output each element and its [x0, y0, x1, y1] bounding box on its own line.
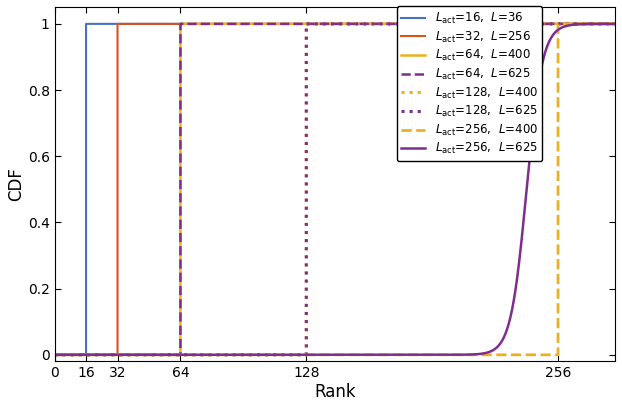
- $L_{\mathrm{act}}$=16,  $L$=36: [51, 353, 58, 357]
- $L_{\mathrm{act}}$=128,  $L$=400: [611, 22, 619, 27]
- $L_{\mathrm{act}}$=128,  $L$=625: [51, 353, 58, 357]
- $L_{\mathrm{act}}$=256,  $L$=625: [355, 353, 363, 357]
- $L_{\mathrm{act}}$=16,  $L$=36: [82, 353, 90, 357]
- $L_{\mathrm{act}}$=64,  $L$=625: [51, 353, 58, 357]
- $L_{\mathrm{act}}$=16,  $L$=36: [82, 22, 90, 27]
- Line: $L_{\mathrm{act}}$=128,  $L$=625: $L_{\mathrm{act}}$=128, $L$=625: [55, 24, 615, 355]
- Line: $L_{\mathrm{act}}$=128,  $L$=400: $L_{\mathrm{act}}$=128, $L$=400: [55, 24, 615, 355]
- $L_{\mathrm{act}}$=128,  $L$=625: [302, 22, 310, 27]
- $L_{\mathrm{act}}$=256,  $L$=400: [554, 353, 562, 357]
- $L_{\mathrm{act}}$=32,  $L$=256: [114, 22, 121, 27]
- $L_{\mathrm{act}}$=256,  $L$=625: [388, 353, 396, 357]
- Line: $L_{\mathrm{act}}$=256,  $L$=625: $L_{\mathrm{act}}$=256, $L$=625: [55, 24, 615, 355]
- Line: $L_{\mathrm{act}}$=256,  $L$=400: $L_{\mathrm{act}}$=256, $L$=400: [55, 24, 615, 355]
- $L_{\mathrm{act}}$=256,  $L$=625: [89, 353, 96, 357]
- $L_{\mathrm{act}}$=64,  $L$=625: [611, 22, 619, 27]
- $L_{\mathrm{act}}$=64,  $L$=625: [177, 22, 184, 27]
- $L_{\mathrm{act}}$=16,  $L$=36: [611, 22, 619, 27]
- Line: $L_{\mathrm{act}}$=16,  $L$=36: $L_{\mathrm{act}}$=16, $L$=36: [55, 24, 615, 355]
- $L_{\mathrm{act}}$=32,  $L$=256: [611, 22, 619, 27]
- $L_{\mathrm{act}}$=128,  $L$=400: [302, 22, 310, 27]
- Legend: $L_{\mathrm{act}}$=16,  $L$=36, $L_{\mathrm{act}}$=32,  $L$=256, $L_{\mathrm{act: $L_{\mathrm{act}}$=16, $L$=36, $L_{\math…: [397, 6, 542, 161]
- Line: $L_{\mathrm{act}}$=64,  $L$=625: $L_{\mathrm{act}}$=64, $L$=625: [55, 24, 615, 355]
- $L_{\mathrm{act}}$=128,  $L$=400: [51, 353, 58, 357]
- $L_{\mathrm{act}}$=64,  $L$=625: [177, 353, 184, 357]
- $L_{\mathrm{act}}$=256,  $L$=625: [266, 353, 273, 357]
- $L_{\mathrm{act}}$=64,  $L$=400: [611, 22, 619, 27]
- $L_{\mathrm{act}}$=64,  $L$=400: [177, 22, 184, 27]
- $L_{\mathrm{act}}$=32,  $L$=256: [114, 353, 121, 357]
- $L_{\mathrm{act}}$=128,  $L$=625: [302, 353, 310, 357]
- $L_{\mathrm{act}}$=32,  $L$=256: [51, 353, 58, 357]
- $L_{\mathrm{act}}$=256,  $L$=625: [611, 22, 619, 27]
- $L_{\mathrm{act}}$=64,  $L$=400: [51, 353, 58, 357]
- $L_{\mathrm{act}}$=256,  $L$=400: [554, 22, 562, 27]
- $L_{\mathrm{act}}$=128,  $L$=400: [302, 353, 310, 357]
- $L_{\mathrm{act}}$=256,  $L$=625: [51, 353, 58, 357]
- $L_{\mathrm{act}}$=256,  $L$=625: [186, 353, 193, 357]
- $L_{\mathrm{act}}$=256,  $L$=625: [466, 352, 474, 357]
- $L_{\mathrm{act}}$=256,  $L$=400: [51, 353, 58, 357]
- $L_{\mathrm{act}}$=256,  $L$=400: [611, 22, 619, 27]
- $L_{\mathrm{act}}$=64,  $L$=400: [177, 353, 184, 357]
- Line: $L_{\mathrm{act}}$=64,  $L$=400: $L_{\mathrm{act}}$=64, $L$=400: [55, 24, 615, 355]
- Y-axis label: CDF: CDF: [7, 167, 25, 201]
- $L_{\mathrm{act}}$=128,  $L$=625: [611, 22, 619, 27]
- Line: $L_{\mathrm{act}}$=32,  $L$=256: $L_{\mathrm{act}}$=32, $L$=256: [55, 24, 615, 355]
- X-axis label: Rank: Rank: [314, 383, 356, 401]
